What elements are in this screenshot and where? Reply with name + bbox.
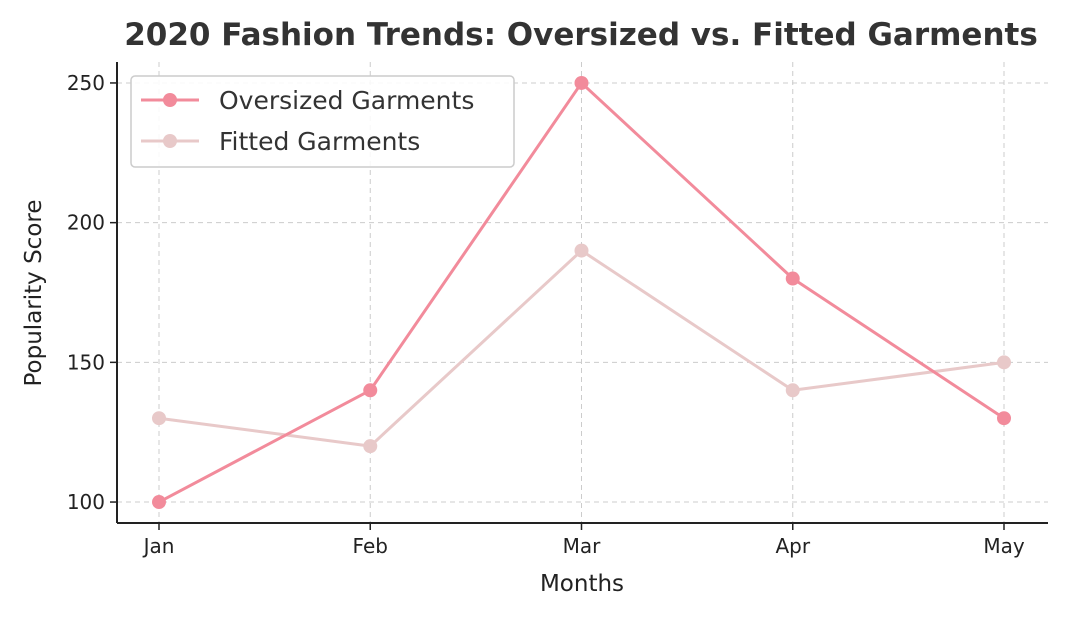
data-point [785, 383, 800, 398]
data-point [363, 439, 378, 454]
legend-item: Oversized Garments [141, 86, 474, 115]
data-point [152, 411, 166, 426]
x-tick-label: May [983, 534, 1025, 558]
x-tick-label: Apr [775, 534, 810, 558]
axes: 100 150 200 250 Jan Feb Mar Apr May [67, 62, 1048, 558]
legend-marker [163, 134, 177, 148]
series-layer [152, 75, 1011, 510]
x-tick-label: Feb [353, 534, 388, 558]
data-point [152, 495, 166, 510]
x-tick-label: Jan [142, 534, 175, 558]
legend-marker [163, 93, 177, 107]
data-point [785, 271, 800, 286]
x-tick-label: Mar [563, 534, 602, 558]
data-point [997, 355, 1011, 370]
data-point [363, 383, 378, 398]
data-point [997, 411, 1011, 426]
y-axis-label: Popularity Score [21, 200, 47, 387]
data-point [574, 243, 589, 258]
y-tick-label: 200 [67, 211, 105, 235]
series-2 [152, 243, 1011, 454]
legend: Oversized Garments Fitted Garments [130, 75, 515, 168]
x-axis-label: Months [540, 571, 624, 597]
y-tick-label: 250 [67, 71, 105, 95]
data-point [574, 75, 589, 90]
series-1 [152, 75, 1011, 510]
legend-box [130, 75, 515, 168]
y-tick-label: 100 [67, 490, 105, 514]
chart-title: 2020 Fashion Trends: Oversized vs. Fitte… [124, 17, 1038, 53]
legend-label: Oversized Garments [219, 86, 474, 115]
y-tick-label: 150 [67, 350, 105, 374]
legend-item: Fitted Garments [141, 127, 420, 156]
legend-label: Fitted Garments [219, 127, 420, 156]
